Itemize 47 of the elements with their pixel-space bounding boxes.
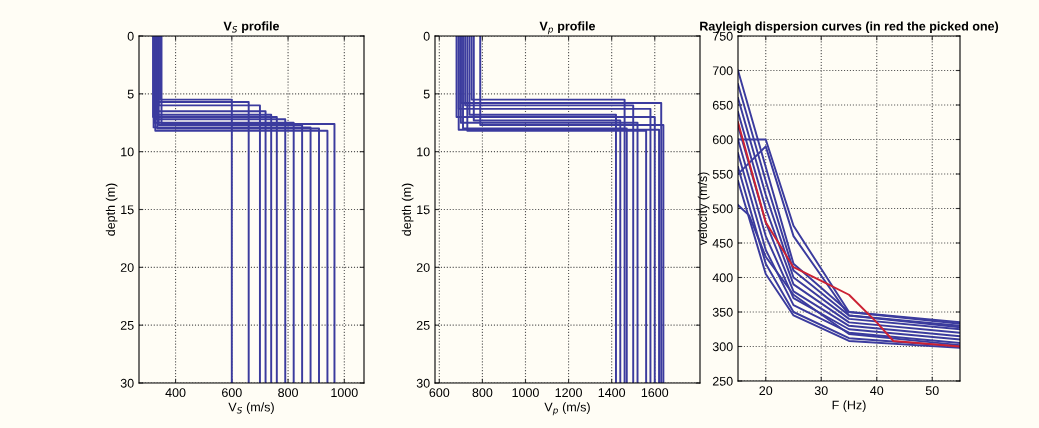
y-axis-title: depth (m) [401, 183, 414, 236]
chart-title: V$_{S}$ profile [223, 21, 280, 33]
x-tick-label: 30 [814, 386, 828, 396]
y-tick-label: 20 [120, 263, 134, 272]
chart-title: V$_{p}$ profile [539, 21, 596, 35]
y-tick-label: 30 [416, 378, 430, 388]
y-tick-label: 400 [712, 273, 733, 283]
x-axis-title: F (Hz) [832, 400, 866, 412]
y-tick-label: 500 [712, 204, 733, 214]
x-tick-label: 50 [925, 386, 939, 396]
y-axis-title: depth (m) [105, 183, 118, 236]
y-tick-label: 700 [712, 66, 733, 76]
y-tick-label: 0 [423, 31, 430, 41]
chart-title: Rayleigh dispersion curves (in red the picked one) [700, 21, 999, 34]
y-tick-label: 5 [127, 89, 134, 99]
x-tick-label: 1400 [598, 388, 626, 398]
x-tick-label: 600 [222, 388, 242, 398]
y-tick-label: 350 [712, 307, 733, 317]
y-tick-label: 550 [712, 169, 733, 179]
x-axis-title: V$_{p}$ (m/s) [544, 402, 590, 416]
y-tick-label: 25 [120, 320, 134, 330]
y-tick-label: 10 [121, 147, 134, 157]
y-tick-label: 0 [127, 31, 134, 41]
x-tick-label: 1600 [641, 388, 669, 398]
y-tick-label: 750 [712, 31, 733, 41]
y-tick-label: 10 [417, 147, 430, 157]
y-tick-label: 15 [417, 205, 430, 215]
x-tick-label: 800 [278, 388, 298, 398]
y-tick-label: 25 [416, 320, 430, 330]
x-tick-label: 1000 [512, 388, 539, 398]
x-tick-label: 1000 [331, 388, 358, 398]
x-tick-label: 20 [759, 386, 773, 396]
y-tick-label: 300 [712, 342, 733, 352]
x-tick-label: 800 [472, 388, 493, 398]
y-tick-label: 30 [120, 378, 134, 388]
x-axis-title: V$_{S}$ (m/s) [228, 402, 274, 414]
y-tick-label: 600 [712, 135, 733, 145]
y-tick-label: 250 [712, 376, 733, 386]
y-tick-label: 20 [416, 263, 430, 272]
y-tick-label: 5 [423, 89, 430, 99]
x-tick-label: 40 [870, 386, 884, 396]
x-tick-label: 400 [165, 388, 186, 398]
y-axis-title: velocity (m/s) [697, 172, 710, 246]
x-tick-label: 1200 [555, 388, 582, 398]
y-tick-label: 650 [712, 100, 733, 110]
y-tick-label: 15 [121, 205, 134, 215]
y-tick-label: 450 [712, 238, 733, 248]
